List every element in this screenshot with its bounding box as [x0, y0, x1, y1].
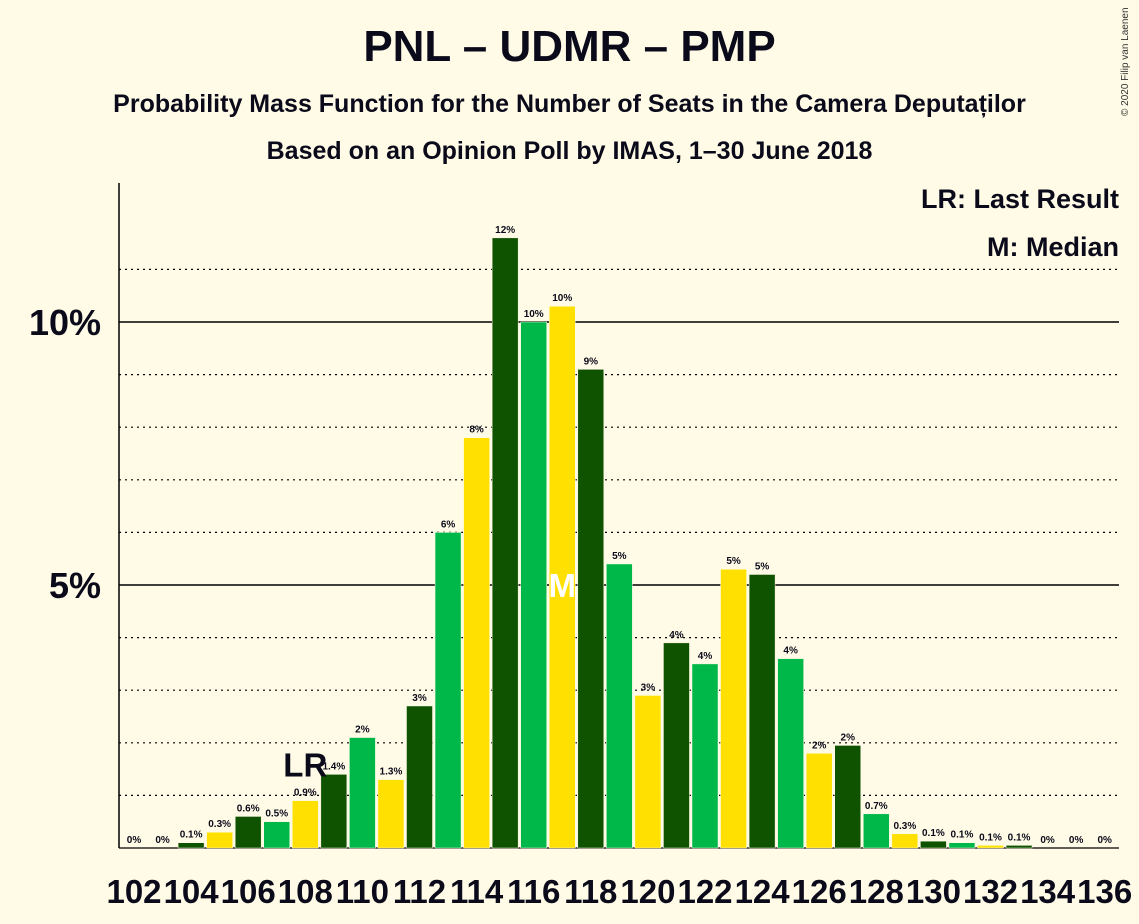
y-tick-label: 10%	[29, 302, 101, 343]
x-tick-label: 126	[792, 873, 847, 910]
bar-value-label: 0%	[1040, 835, 1055, 846]
bar-seat-128	[863, 813, 890, 849]
bar-value-label: 10%	[524, 309, 544, 320]
bar-seat-122	[691, 663, 719, 849]
bar-value-label: 0%	[1097, 835, 1112, 846]
chart-subtitle-source: Based on an Opinion Poll by IMAS, 1–30 J…	[266, 137, 873, 165]
bar-value-label: 3%	[412, 693, 427, 704]
bar-seat-117	[549, 305, 576, 849]
bar-value-label: 0.6%	[237, 803, 260, 814]
bar-seat-116	[520, 321, 547, 849]
bar-seat-105	[206, 831, 233, 849]
bar-seat-133	[1005, 845, 1033, 849]
bar-seat-107	[263, 821, 290, 849]
bar-seat-126	[805, 753, 833, 849]
bar-seat-114	[463, 437, 490, 849]
x-tick-label: 124	[735, 873, 791, 910]
x-tick-label: 134	[1020, 873, 1076, 910]
bar-value-label: 4%	[783, 646, 798, 657]
bar-value-label: 4%	[698, 651, 713, 662]
bar-value-label: 0.3%	[893, 821, 916, 832]
x-tick-label: 104	[164, 873, 220, 910]
x-tick-label: 130	[906, 873, 961, 910]
bar-value-label: 0.9%	[294, 788, 317, 799]
bar-value-label: 0.1%	[180, 830, 203, 841]
chart-title: PNL – UDMR – PMP	[363, 22, 776, 71]
bar-value-label: 12%	[495, 225, 515, 236]
bar-seat-111	[377, 779, 405, 849]
x-tick-label: 128	[849, 873, 904, 910]
bar-seat-123	[720, 568, 747, 849]
bar-seat-118	[577, 369, 605, 849]
bar-seat-121	[663, 642, 690, 849]
x-tick-label: 118	[564, 873, 617, 910]
bar-seat-127	[834, 745, 861, 849]
y-tick-label: 5%	[49, 565, 101, 606]
bar-value-label: 0%	[155, 835, 170, 846]
x-tick-label: 106	[221, 873, 276, 910]
bar-seat-113	[434, 532, 462, 849]
bar-value-label: 0.3%	[208, 819, 231, 830]
bar-value-label: 5%	[612, 551, 627, 562]
bar-seat-130	[920, 840, 947, 849]
x-tick-label: 120	[620, 873, 675, 910]
bar-value-label: 0%	[127, 835, 142, 846]
bar-seat-108	[292, 800, 319, 849]
x-tick-label: 112	[393, 873, 446, 910]
bar-value-label: 10%	[552, 293, 572, 304]
bar-value-label: 2%	[355, 725, 370, 736]
bar-seat-124	[748, 574, 776, 849]
bar-value-label: 2%	[841, 732, 856, 743]
bar-value-label: 0.1%	[979, 832, 1002, 843]
bar-value-label: 0.1%	[1008, 832, 1031, 843]
bar-seat-131	[948, 842, 976, 849]
x-tick-label: 102	[106, 873, 161, 910]
bar-value-label: 0.5%	[265, 809, 288, 820]
bar-seat-110	[349, 737, 376, 849]
bar-value-label: 4%	[669, 630, 684, 641]
x-tick-label: 116	[507, 873, 560, 910]
x-tick-label: 132	[963, 873, 1018, 910]
bar-seat-132	[977, 845, 1004, 849]
bar-value-label: 0%	[1069, 835, 1084, 846]
bar-value-label: 0.1%	[951, 830, 974, 841]
bar-seat-119	[606, 563, 633, 849]
x-tick-label: 114	[450, 873, 504, 910]
x-tick-label: 108	[278, 873, 333, 910]
bar-value-label: 9%	[584, 356, 599, 367]
bar-seat-120	[634, 695, 662, 849]
x-tick-label: 136	[1077, 873, 1132, 910]
bar-seat-109	[320, 774, 348, 849]
bar-value-label: 6%	[441, 519, 456, 530]
bar-seat-112	[406, 705, 433, 849]
legend-median: M: Median	[987, 232, 1119, 262]
x-tick-label: 110	[336, 873, 389, 910]
bar-seat-129	[891, 833, 919, 849]
bar-seat-125	[777, 658, 804, 849]
bar-value-label: 0.1%	[922, 828, 945, 839]
legend-last-result: LR: Last Result	[920, 184, 1119, 214]
bar-value-label: 2%	[812, 740, 827, 751]
bar-value-label: 5%	[755, 561, 770, 572]
bar-value-label: 3%	[641, 682, 656, 693]
bar-value-label: 0.7%	[865, 801, 888, 812]
median-marker: M	[549, 567, 577, 604]
chart-subtitle: Probability Mass Function for the Number…	[113, 90, 1026, 118]
bar-value-label: 1.4%	[322, 761, 345, 772]
last-result-marker: LR	[283, 747, 327, 784]
bar-value-label: 8%	[469, 425, 484, 436]
bar-seat-106	[234, 816, 262, 849]
bar-value-label: 5%	[726, 556, 741, 567]
bar-value-label: 1.3%	[380, 767, 403, 778]
bar-seat-104	[177, 842, 205, 849]
x-tick-label: 122	[677, 873, 732, 910]
bar-seat-115	[491, 237, 519, 849]
